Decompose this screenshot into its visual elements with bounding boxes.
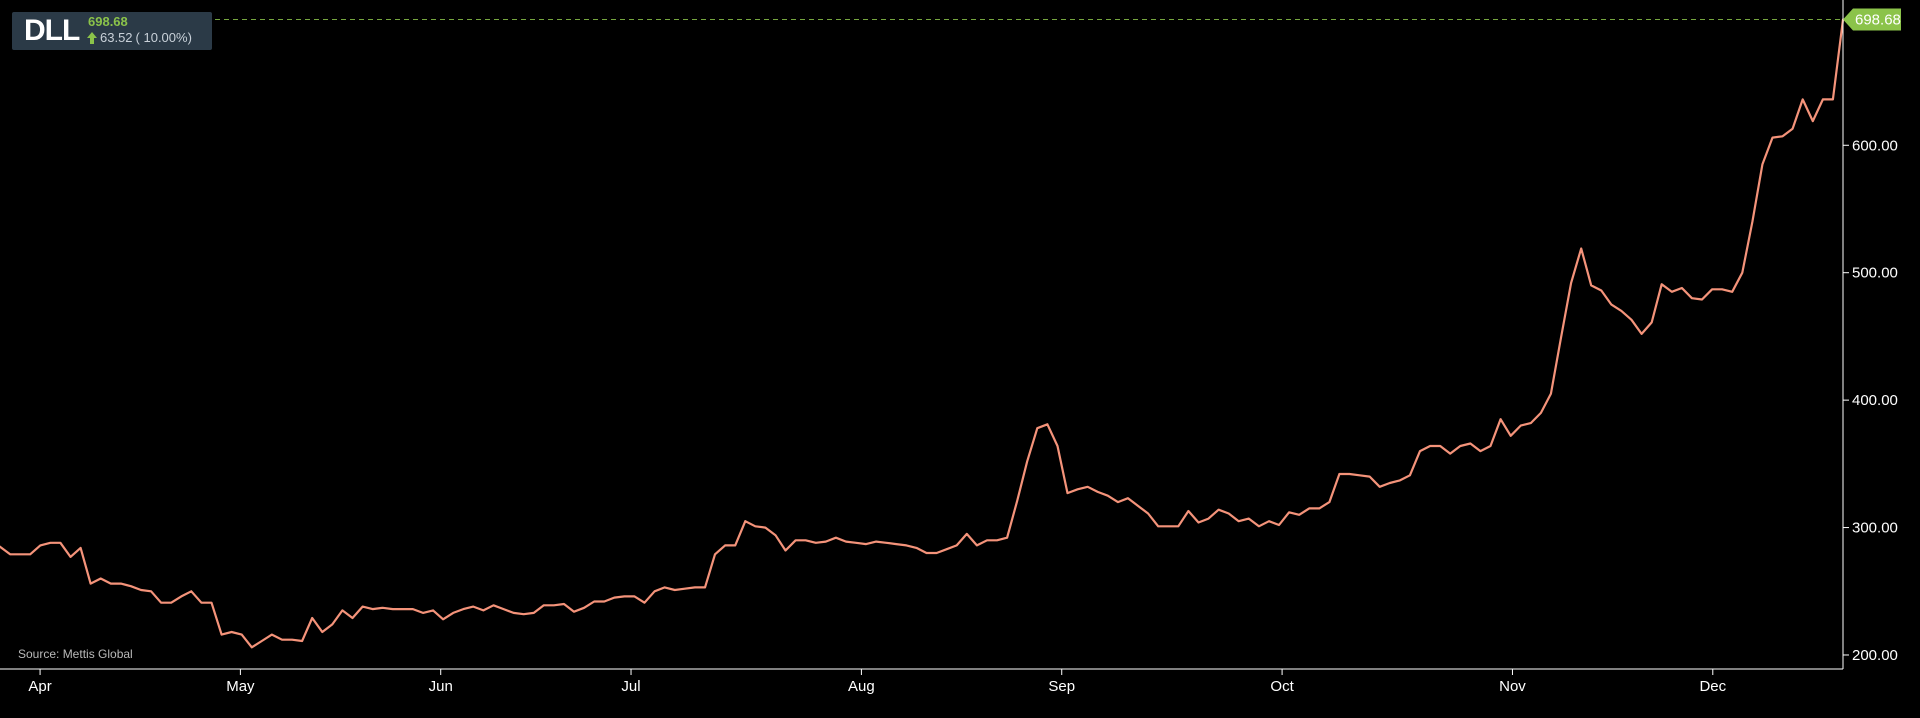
x-tick-label: Dec: [1699, 678, 1726, 695]
ticker-change-percent: ( 10.00%): [135, 30, 192, 45]
x-axis-ticks: Apr May Jun Jul Aug Sep Oct Nov Dec: [28, 669, 1727, 695]
x-tick-label: Apr: [28, 678, 51, 695]
y-tick-label: 200.00: [1852, 647, 1898, 664]
ticker-price: 698.68: [88, 14, 128, 29]
x-tick-label: May: [226, 678, 255, 695]
last-price-label: 698.68: [1855, 12, 1901, 29]
ticker-summary-box: DLL 698.68 63.52 ( 10.00%): [12, 12, 212, 50]
axis-layer: [0, 0, 1844, 670]
last-price-badge-layer: 698.68: [1843, 8, 1901, 31]
price-series-line: [0, 18, 1845, 649]
up-arrow-icon: [87, 32, 97, 44]
y-tick-label: 500.00: [1852, 265, 1898, 282]
x-tick-label: Oct: [1270, 678, 1294, 695]
x-tick-label: Sep: [1048, 678, 1075, 695]
source-label: Source: Mettis Global: [18, 647, 133, 661]
x-tick-label: Aug: [848, 678, 875, 695]
last-price-badge: [1843, 8, 1901, 31]
x-tick-label: Jul: [621, 678, 640, 695]
y-tick-label: 400.00: [1852, 392, 1898, 409]
y-tick-label: 300.00: [1852, 520, 1898, 537]
ticker-change: 63.52: [100, 30, 133, 45]
ticker-symbol: DLL: [24, 14, 80, 47]
x-tick-label: Jun: [429, 678, 453, 695]
y-axis-ticks: 200.00 300.00 400.00 500.00 600.00: [1843, 137, 1898, 664]
y-tick-label: 600.00: [1852, 137, 1898, 154]
x-tick-label: Nov: [1499, 678, 1526, 695]
ticker-change-row: 63.52 ( 10.00%): [87, 30, 192, 46]
series-layer: [0, 18, 1845, 649]
